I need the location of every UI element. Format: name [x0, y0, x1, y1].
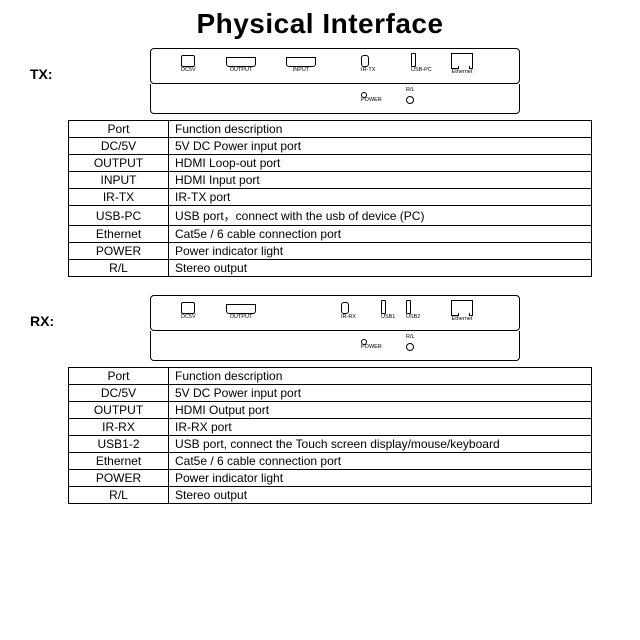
port-label: DC5V — [181, 68, 196, 74]
rx-device-bottom: POWER R/L — [150, 331, 520, 361]
port-label: INPUT — [286, 68, 316, 74]
table-row: DC/5V5V DC Power input port — [69, 138, 592, 155]
rx-block: RX: DC5V OUTPUT IR-RX USB1 USB2 Ethernet… — [30, 295, 610, 361]
port-label: USB2 — [406, 315, 420, 321]
tx-label: TX: — [30, 66, 66, 82]
port-label: OUTPUT — [226, 315, 256, 321]
table-row: OUTPUTHDMI Loop-out port — [69, 155, 592, 172]
rx-label: RX: — [30, 313, 66, 329]
table-row: DC/5V5V DC Power input port — [69, 385, 592, 402]
table-row: INPUTHDMI Input port — [69, 172, 592, 189]
table-row: USB-PCUSB port，connect with the usb of d… — [69, 206, 592, 226]
table-row: OUTPUTHDMI Output port — [69, 402, 592, 419]
table-header-desc: Function description — [169, 121, 592, 138]
port-label: R/L — [406, 88, 415, 94]
table-row: EthernetCat5e / 6 cable connection port — [69, 453, 592, 470]
port-label: OUTPUT — [226, 68, 256, 74]
table-row: PortFunction description — [69, 121, 592, 138]
table-row: PortFunction description — [69, 368, 592, 385]
table-row: EthernetCat5e / 6 cable connection port — [69, 226, 592, 243]
table-row: IR-TXIR-TX port — [69, 189, 592, 206]
rx-table: PortFunction description DC/5V5V DC Powe… — [68, 367, 592, 504]
port-label: Ethernet — [451, 317, 473, 323]
table-row: POWERPower indicator light — [69, 470, 592, 487]
table-row: R/LStereo output — [69, 260, 592, 277]
port-label: Ethernet — [451, 70, 473, 76]
port-label: DC5V — [181, 315, 196, 321]
port-label: USB1 — [381, 315, 395, 321]
table-row: R/LStereo output — [69, 487, 592, 504]
table-row: IR-RXIR-RX port — [69, 419, 592, 436]
port-label: IR-RX — [341, 315, 356, 321]
port-label: POWER — [361, 98, 382, 104]
port-label: POWER — [361, 345, 382, 351]
port-label: R/L — [406, 335, 415, 341]
table-header-desc: Function description — [169, 368, 592, 385]
port-label: IR-TX — [361, 68, 375, 74]
table-header-port: Port — [69, 121, 169, 138]
tx-table: PortFunction description DC/5V5V DC Powe… — [68, 120, 592, 277]
tx-device-top: DC5V OUTPUT INPUT IR-TX USB-PC Ethernet — [150, 48, 520, 84]
table-row: USB1-2USB port, connect the Touch screen… — [69, 436, 592, 453]
rx-device-top: DC5V OUTPUT IR-RX USB1 USB2 Ethernet — [150, 295, 520, 331]
tx-block: TX: DC5V OUTPUT INPUT IR-TX USB-PC Ether… — [30, 48, 610, 114]
table-header-port: Port — [69, 368, 169, 385]
table-row: POWERPower indicator light — [69, 243, 592, 260]
page-title: Physical Interface — [30, 8, 610, 40]
tx-device-bottom: POWER R/L — [150, 84, 520, 114]
port-label: USB-PC — [411, 68, 432, 74]
